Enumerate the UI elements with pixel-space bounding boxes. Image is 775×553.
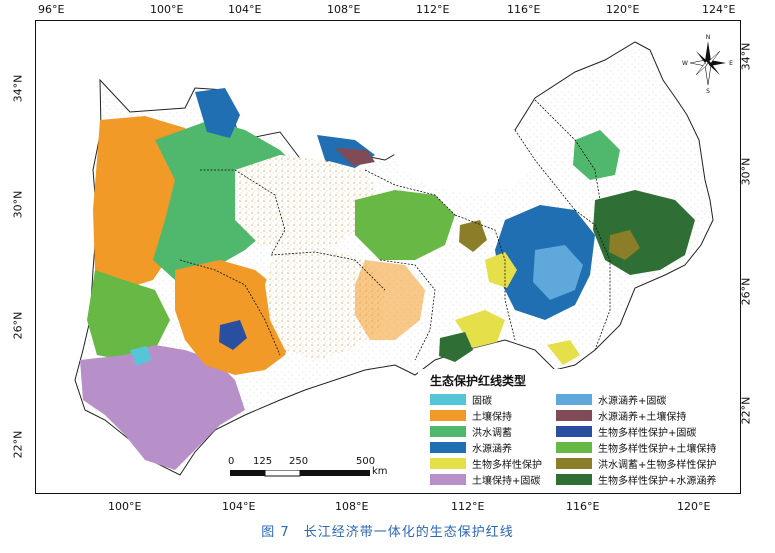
legend-label: 生物多样性保护+固碳 bbox=[598, 427, 697, 439]
region-central-green bbox=[355, 190, 455, 260]
region-yellow-green bbox=[547, 340, 580, 365]
legend-item-flood-bio: 洪水调蓄+生物多样性保护 bbox=[556, 455, 716, 471]
region-sw-green bbox=[87, 270, 170, 360]
top-tick-104: 104°E bbox=[228, 3, 262, 16]
map-legend: 生态保护红线类型 固碳 土壤保持 洪水调蓄 水源涵养 生物多样性保护 土壤保持+… bbox=[418, 369, 738, 493]
legend-label: 生物多样性保护 bbox=[472, 459, 542, 471]
region-cyan bbox=[130, 346, 151, 366]
legend-label: 土壤保持+固碳 bbox=[472, 475, 541, 487]
compass-w-label: W bbox=[682, 60, 688, 67]
scale-label-0: 0 bbox=[228, 456, 235, 467]
map-canvas bbox=[74, 41, 714, 476]
top-tick-124: 124°E bbox=[702, 3, 736, 16]
legend-swatch bbox=[430, 409, 466, 421]
legend-swatch bbox=[556, 425, 592, 437]
scale-label-250: 250 bbox=[289, 456, 309, 467]
left-tick-22: 22°N bbox=[11, 430, 25, 459]
legend-swatch bbox=[430, 457, 466, 469]
legend-item-bio-water: 生物多样性保护+水源涵养 bbox=[556, 471, 716, 487]
legend-item-gutan: 固碳 bbox=[430, 391, 492, 407]
compass-e-label: E bbox=[729, 60, 733, 67]
region-north-white bbox=[385, 120, 535, 195]
top-tick-116: 116°E bbox=[507, 3, 541, 16]
scale-label-500: 500 bbox=[356, 456, 376, 467]
compass-n-label: N bbox=[706, 34, 711, 41]
region-yellow-2 bbox=[485, 252, 517, 288]
legend-label: 生物多样性保护+水源涵养 bbox=[598, 475, 717, 487]
region-guizhou-speck bbox=[265, 248, 385, 360]
legend-label: 洪水调蓄+生物多样性保护 bbox=[598, 459, 717, 471]
region-olive-2 bbox=[609, 230, 640, 260]
right-tick-26: 26°N bbox=[739, 277, 753, 306]
legend-swatch bbox=[556, 409, 592, 421]
scale-bar: 0 125 250 500 km bbox=[218, 456, 398, 481]
compass-s-label: S bbox=[706, 88, 710, 95]
legend-item-water-soil: 水源涵养+土壤保持 bbox=[556, 407, 686, 423]
left-tick-34: 34°N bbox=[11, 74, 25, 103]
top-tick-120: 120°E bbox=[606, 3, 640, 16]
legend-item-water: 水源涵养 bbox=[430, 439, 512, 455]
region-navy bbox=[219, 320, 247, 350]
right-tick-34: 34°N bbox=[739, 42, 753, 71]
legend-swatch bbox=[430, 473, 466, 485]
bottom-tick-120: 120°E bbox=[677, 500, 711, 513]
scale-label-125: 125 bbox=[253, 456, 273, 467]
region-jiangxi-lightblue bbox=[533, 245, 583, 300]
left-tick-30: 30°N bbox=[11, 190, 25, 219]
legend-label: 土壤保持 bbox=[472, 411, 512, 423]
legend-label: 水源涵养 bbox=[472, 443, 512, 455]
legend-item-flood: 洪水调蓄 bbox=[430, 423, 512, 439]
legend-swatch bbox=[556, 473, 592, 485]
region-hunan-orange bbox=[355, 260, 425, 340]
scale-unit: km bbox=[372, 466, 388, 477]
bottom-tick-104: 104°E bbox=[222, 500, 256, 513]
region-sw-purple bbox=[80, 345, 245, 470]
region-sichuan-white bbox=[235, 155, 380, 250]
region-west-green bbox=[153, 120, 300, 280]
region-maroon bbox=[335, 148, 375, 166]
bottom-tick-100: 100°E bbox=[108, 500, 142, 513]
legend-label: 固碳 bbox=[472, 395, 492, 407]
legend-swatch bbox=[430, 393, 466, 405]
bottom-tick-116: 116°E bbox=[566, 500, 600, 513]
legend-label: 水源涵养+固碳 bbox=[598, 395, 667, 407]
legend-label: 水源涵养+土壤保持 bbox=[598, 411, 687, 423]
top-tick-108: 108°E bbox=[327, 3, 361, 16]
legend-swatch bbox=[430, 425, 466, 437]
legend-label: 生物多样性保护+土壤保持 bbox=[598, 443, 717, 455]
bottom-tick-108: 108°E bbox=[335, 500, 369, 513]
legend-item-bio-carbon: 生物多样性保护+固碳 bbox=[556, 423, 696, 439]
map-frame bbox=[35, 20, 741, 494]
compass-icon: N S W E bbox=[682, 34, 733, 95]
legend-swatch bbox=[430, 441, 466, 453]
scale-bar-graphic bbox=[230, 470, 370, 477]
legend-swatch bbox=[556, 393, 592, 405]
region-yunnan-orange bbox=[175, 260, 295, 375]
province-boundaries bbox=[179, 99, 611, 361]
right-tick-22: 22°N bbox=[739, 396, 753, 425]
top-tick-96: 96°E bbox=[38, 3, 65, 16]
legend-item-soil: 土壤保持 bbox=[430, 407, 512, 423]
left-tick-26: 26°N bbox=[11, 311, 25, 340]
legend-label: 洪水调蓄 bbox=[472, 427, 512, 439]
legend-item-water-carbon: 水源涵养+固碳 bbox=[556, 391, 666, 407]
right-tick-30: 30°N bbox=[739, 157, 753, 186]
bottom-tick-112: 112°E bbox=[451, 500, 485, 513]
region-south-darkgreen bbox=[439, 332, 473, 362]
legend-item-soil-carbon: 土壤保持+固碳 bbox=[430, 471, 540, 487]
legend-item-bio-soil: 生物多样性保护+土壤保持 bbox=[556, 439, 716, 455]
legend-swatch bbox=[556, 457, 592, 469]
region-qinghai-blue bbox=[195, 88, 240, 138]
region-east-green bbox=[573, 130, 620, 180]
legend-swatch bbox=[556, 441, 592, 453]
region-olive bbox=[459, 220, 487, 252]
legend-item-bio: 生物多样性保护 bbox=[430, 455, 542, 471]
figure-caption: 图 7 长江经济带一体化的生态保护红线 bbox=[261, 525, 514, 540]
legend-title: 生态保护红线类型 bbox=[430, 374, 527, 388]
top-tick-112: 112°E bbox=[416, 3, 450, 16]
top-tick-100: 100°E bbox=[150, 3, 184, 16]
